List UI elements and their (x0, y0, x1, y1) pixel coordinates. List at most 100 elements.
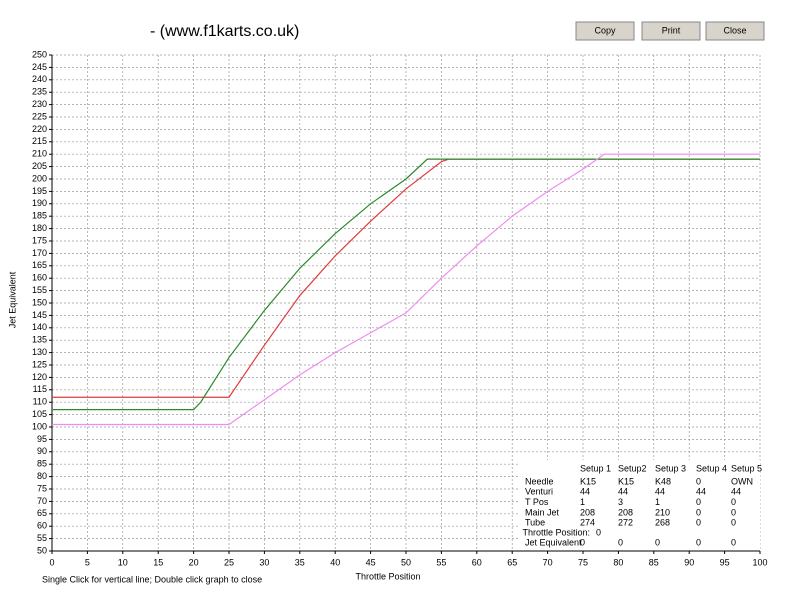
x-tick-label: 65 (507, 557, 517, 567)
cell-value: 210 (655, 507, 670, 517)
series-line (52, 158, 760, 411)
row-label: Venturi (525, 487, 553, 497)
button[interactable]: Copy (575, 21, 635, 41)
row-label: Needle (525, 476, 554, 486)
x-tick-label: 5 (85, 557, 90, 567)
cell-value: 0 (731, 497, 736, 507)
button-frame[interactable] (575, 21, 635, 41)
panel-background (520, 460, 760, 550)
setup-header: Setup 3 (655, 463, 686, 473)
y-tick-label: 50 (37, 545, 47, 555)
y-tick-label: 100 (32, 421, 47, 431)
cell-value: 0 (580, 537, 585, 547)
setup-header: Setup 4 (696, 463, 727, 473)
x-tick-label: 90 (684, 557, 694, 567)
cell-value: 1 (655, 497, 660, 507)
y-tick-label: 85 (37, 459, 47, 469)
y-axis-label: Jet Equivalent (7, 271, 17, 328)
cell-value: K15 (580, 476, 596, 486)
x-tick-label: 20 (189, 557, 199, 567)
x-tick-label: 100 (752, 557, 767, 567)
button-label[interactable]: Close (723, 25, 746, 35)
cell-value: 0 (731, 518, 736, 528)
x-tick-label: 35 (295, 557, 305, 567)
y-tick-label: 205 (32, 161, 47, 171)
cell-value: 274 (580, 518, 595, 528)
y-tick-label: 115 (33, 384, 47, 394)
x-tick-label: 10 (118, 557, 128, 567)
button-label[interactable]: Print (662, 25, 681, 35)
y-tick-label: 55 (37, 533, 47, 543)
cell-value: 272 (618, 518, 633, 528)
cell-value: OWN (731, 476, 753, 486)
y-tick-label: 230 (32, 99, 47, 109)
x-tick-label: 50 (401, 557, 411, 567)
y-tick-label: 130 (32, 347, 47, 357)
x-tick-label: 95 (720, 557, 730, 567)
button[interactable]: Close (705, 21, 765, 41)
setup-header: Setup 1 (580, 463, 611, 473)
row-label: Jet Equivalent (525, 537, 582, 547)
x-tick-label: 80 (613, 557, 623, 567)
info-panel: Setup 1 Setup2 Setup 3 Setup 4 Setup 5 Needle… (520, 460, 762, 550)
x-axis-label: Throttle Position (355, 571, 420, 581)
y-tick-label: 65 (37, 508, 47, 518)
cell-value: 0 (731, 507, 736, 517)
cell-value: 0 (696, 507, 701, 517)
y-tick-label: 195 (32, 186, 47, 196)
y-tick-label: 125 (32, 359, 47, 369)
x-tick-label: 60 (472, 557, 482, 567)
y-tick-label: 145 (32, 310, 47, 320)
cell-value: K15 (618, 476, 634, 486)
y-tick-label: 110 (33, 397, 47, 407)
series-line (52, 153, 760, 426)
cell-value: 44 (655, 487, 665, 497)
cell-value: 0 (655, 537, 660, 547)
cell-value: 0 (731, 537, 736, 547)
row-label: T Pos (525, 497, 549, 507)
button-frame[interactable] (705, 21, 765, 41)
x-tick-label: 85 (649, 557, 659, 567)
cell-value: 44 (618, 487, 628, 497)
x-tick-label: 55 (436, 557, 446, 567)
throttle-label: Throttle Position: (522, 527, 590, 537)
cell-value: 268 (655, 518, 670, 528)
y-tick-label: 155 (32, 285, 47, 295)
y-tick-label: 60 (37, 521, 47, 531)
x-tick-label: 15 (153, 557, 163, 567)
y-tick-label: 105 (32, 409, 47, 419)
y-tick-label: 235 (32, 87, 47, 97)
row-label: Main Jet (525, 507, 560, 517)
y-tick-label: 75 (37, 483, 47, 493)
cell-value: 0 (696, 497, 701, 507)
cell-value: 0 (696, 518, 701, 528)
setup-header: Setup 5 (731, 463, 762, 473)
y-tick-label: 185 (32, 211, 47, 221)
button-label[interactable]: Copy (594, 25, 616, 35)
window-title: - (www.f1karts.co.uk) (150, 23, 299, 40)
y-tick-label: 90 (37, 446, 47, 456)
y-tick-label: 200 (32, 173, 47, 183)
cell-value: K48 (655, 476, 671, 486)
cell-value: 208 (618, 507, 633, 517)
cell-value: 1 (580, 497, 585, 507)
y-tick-label: 190 (32, 198, 47, 208)
button[interactable]: Print (641, 21, 701, 41)
y-tick-label: 220 (32, 124, 47, 134)
y-tick-label: 150 (32, 297, 47, 307)
cell-value: 0 (696, 537, 701, 547)
cell-value: 3 (618, 497, 623, 507)
y-tick-label: 250 (32, 49, 47, 59)
y-tick-label: 160 (32, 273, 47, 283)
cell-value: 44 (580, 487, 590, 497)
x-tick-label: 75 (578, 557, 588, 567)
x-tick-label: 70 (543, 557, 553, 567)
y-tick-label: 170 (32, 248, 47, 258)
y-tick-label: 140 (32, 322, 47, 332)
x-tick-label: 45 (366, 557, 376, 567)
y-tick-label: 120 (32, 372, 47, 382)
cell-value: 0 (618, 537, 623, 547)
button-frame[interactable] (641, 21, 701, 41)
row-label: Tube (525, 518, 545, 528)
